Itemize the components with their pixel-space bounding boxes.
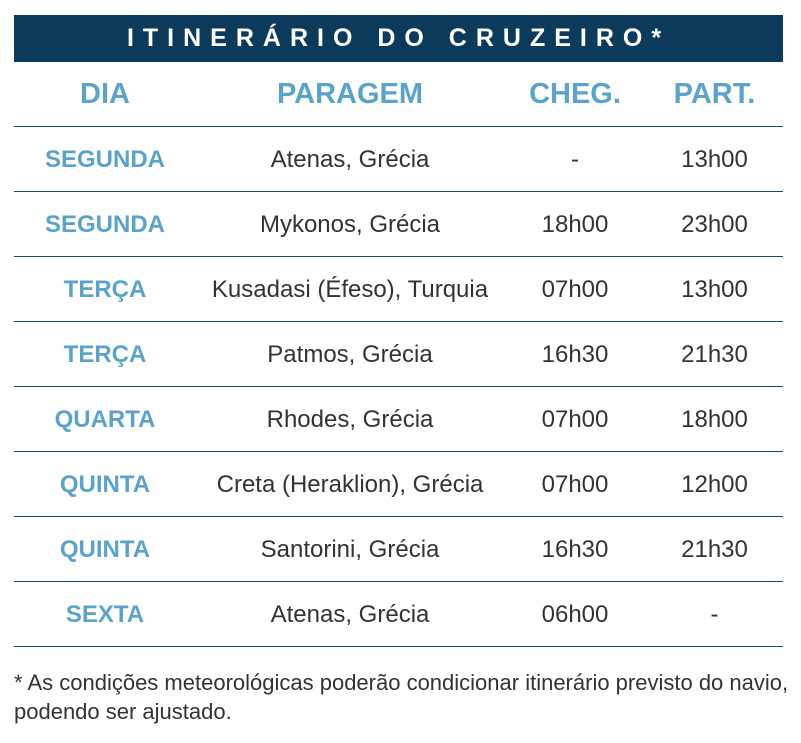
column-header-stop: PARAGEM [276,77,424,110]
day-cell: QUINTA [59,470,151,498]
departure-cell: 21h30 [681,535,748,563]
arrival-cell: 06h00 [541,600,609,628]
table-row: QUINTA Creta (Heraklion), Grécia 07h00 12h0… [14,452,783,517]
stop-cell: Kusadasi (Éfeso), Turquia [211,275,489,303]
column-header-departure: PART. [673,77,756,110]
column-header-arrival: CHEG. [529,77,621,110]
arrival-cell: 18h00 [541,210,609,238]
table-header: DIA PARAGEM CHEG. PART. [14,62,783,127]
stop-cell: Rhodes, Grécia [266,405,434,433]
departure-cell: 13h00 [681,275,748,303]
departure-cell: 21h30 [681,340,748,368]
table-row: TERÇA Kusadasi (Éfeso), Turquia 07h00 13h00 [14,257,783,322]
table-row: SEXTA Atenas, Grécia 06h00 - [14,582,783,647]
departure-cell: 12h00 [681,470,748,498]
day-cell: SEGUNDA [44,145,165,173]
table-row: SEGUNDA Atenas, Grécia - 13h00 [14,127,783,192]
day-cell: SEXTA [65,600,145,628]
footnote: * As condições meteorológicas poderão co… [14,670,789,724]
arrival-cell: 07h00 [541,405,609,433]
day-cell: QUARTA [54,405,156,433]
stop-cell: Santorini, Grécia [260,535,440,563]
itinerary-table: DIA PARAGEM CHEG. PART. SEGUNDA Atenas, G… [14,62,783,647]
column-header-day: DIA [80,77,130,110]
departure-cell: - [710,600,719,628]
itinerary-title: ITINERÁRIO DO CRUZEIRO* [14,15,783,62]
stop-cell: Patmos, Grécia [267,340,433,368]
departure-cell: 23h00 [681,210,748,238]
stop-cell: Mykonos, Grécia [259,210,441,238]
table-row: QUARTA Rhodes, Grécia 07h00 18h00 [14,387,783,452]
arrival-cell: 07h00 [541,470,609,498]
arrival-cell: 16h30 [541,535,609,563]
departure-cell: 18h00 [681,405,748,433]
table-row: SEGUNDA Mykonos, Grécia 18h00 23h00 [14,192,783,257]
table-row: QUINTA Santorini, Grécia 16h30 21h30 [14,517,783,582]
stop-cell: Atenas, Grécia [270,145,430,173]
day-cell: TERÇA [63,275,147,303]
stop-cell: Creta (Heraklion), Grécia [216,470,484,498]
day-cell: SEGUNDA [44,210,165,238]
day-cell: QUINTA [59,535,151,563]
arrival-cell: 07h00 [541,275,609,303]
table-row: TERÇA Patmos, Grécia 16h30 21h30 [14,322,783,387]
departure-cell: 13h00 [681,145,748,173]
arrival-cell: 16h30 [541,340,609,368]
stop-cell: Atenas, Grécia [270,600,430,628]
arrival-cell: - [571,145,579,173]
day-cell: TERÇA [63,340,147,368]
